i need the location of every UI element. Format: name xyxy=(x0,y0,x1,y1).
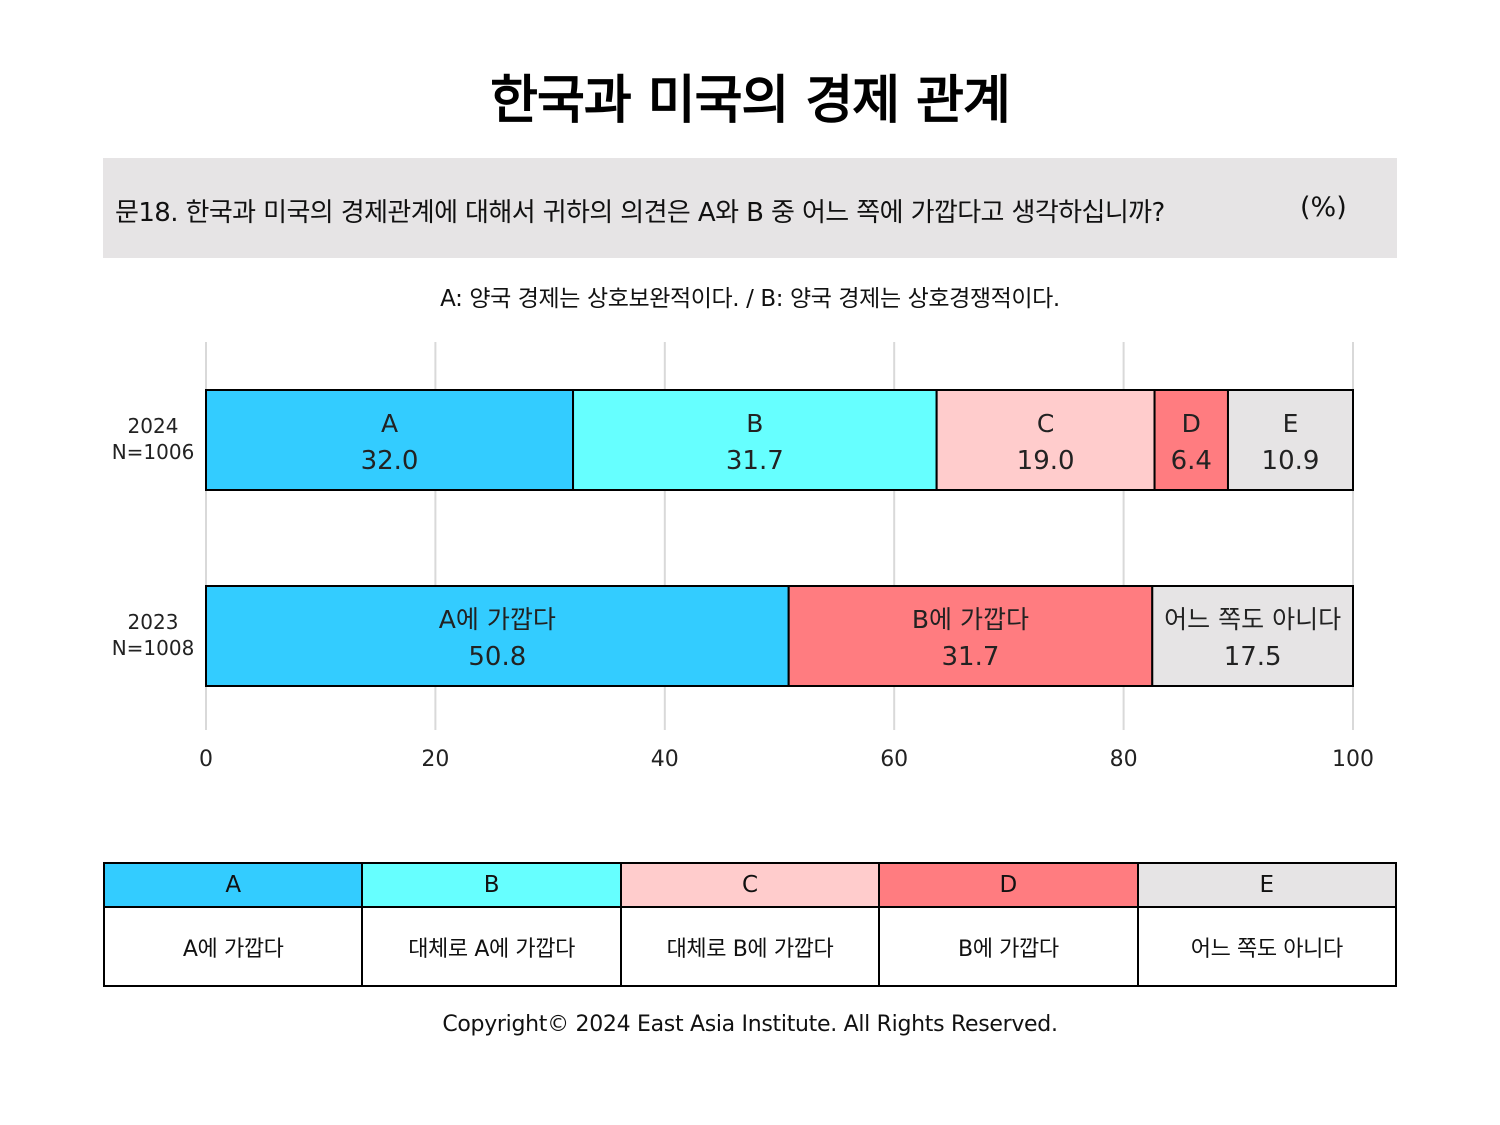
segment-label: 어느 쪽도 아니다 xyxy=(1164,605,1341,634)
row-year-label: 2023 xyxy=(128,610,179,634)
segment-label: D xyxy=(1182,409,1201,438)
legend-desc-a: A에 가깝다 xyxy=(102,906,364,987)
question-box: 문18. 한국과 미국의 경제관계에 대해서 귀하의 의견은 A와 B 중 어느… xyxy=(103,158,1397,258)
x-tick-label: 60 xyxy=(880,747,908,772)
legend-desc-e: 어느 쪽도 아니다 xyxy=(1136,906,1398,987)
bar-segment xyxy=(1226,389,1355,491)
segment-label: A에 가깝다 xyxy=(439,605,556,634)
legend-key-a: A xyxy=(102,862,364,908)
legend-key-d: D xyxy=(878,862,1139,908)
bar-segment xyxy=(787,585,1154,687)
segment-label: A xyxy=(381,409,398,438)
segment-label: C xyxy=(1037,409,1054,438)
copyright: Copyright© 2024 East Asia Institute. All… xyxy=(442,1012,1058,1037)
row-n-label: N=1008 xyxy=(112,636,195,660)
data-label: 50.8 xyxy=(468,642,526,672)
legend-header-row: A B C D E xyxy=(102,862,1398,908)
definition-note: A: 양국 경제는 상호보완적이다. / B: 양국 경제는 상호경쟁적이다. xyxy=(440,286,1060,312)
legend-desc-d: B에 가깝다 xyxy=(878,906,1139,987)
legend-table: A B C D E A에 가깝다 대체로 A에 가깝다 대체로 B에 가깝다 B… xyxy=(102,862,1398,987)
x-tick-label: 40 xyxy=(651,747,679,772)
segment-label: B xyxy=(746,409,763,438)
legend-key-b: B xyxy=(361,862,622,908)
x-tick-label: 20 xyxy=(421,747,449,772)
unit-label: (%) xyxy=(1300,192,1347,223)
data-label: 19.0 xyxy=(1017,446,1075,476)
data-label: 32.0 xyxy=(361,446,419,476)
bar-segment xyxy=(1151,585,1355,687)
bar-segment xyxy=(205,389,575,491)
data-label: 31.7 xyxy=(726,446,784,476)
legend-desc-b: 대체로 A에 가깝다 xyxy=(361,906,622,987)
row-year-label: 2024 xyxy=(128,414,179,438)
data-label: 17.5 xyxy=(1224,642,1282,672)
chart-title: 한국과 미국의 경제 관계 xyxy=(490,71,1011,131)
data-label: 6.4 xyxy=(1171,446,1212,476)
legend-desc-row: A에 가깝다 대체로 A에 가깝다 대체로 B에 가깝다 B에 가깝다 어느 쪽… xyxy=(102,906,1398,987)
segment-label: B에 가깝다 xyxy=(912,605,1029,634)
data-label: 10.9 xyxy=(1262,446,1320,476)
x-tick-label: 0 xyxy=(199,747,213,772)
x-tick-label: 100 xyxy=(1332,747,1374,772)
bar-segment xyxy=(1153,389,1229,491)
bar-segment xyxy=(205,585,790,687)
x-tick-label: 80 xyxy=(1110,747,1138,772)
data-label: 31.7 xyxy=(942,642,1000,672)
legend-key-e: E xyxy=(1136,862,1398,908)
row-n-label: N=1006 xyxy=(112,440,195,464)
question-text: 문18. 한국과 미국의 경제관계에 대해서 귀하의 의견은 A와 B 중 어느… xyxy=(115,198,1165,228)
segment-label: E xyxy=(1283,409,1299,438)
legend-desc-c: 대체로 B에 가깝다 xyxy=(619,906,881,987)
legend-key-c: C xyxy=(619,862,881,908)
